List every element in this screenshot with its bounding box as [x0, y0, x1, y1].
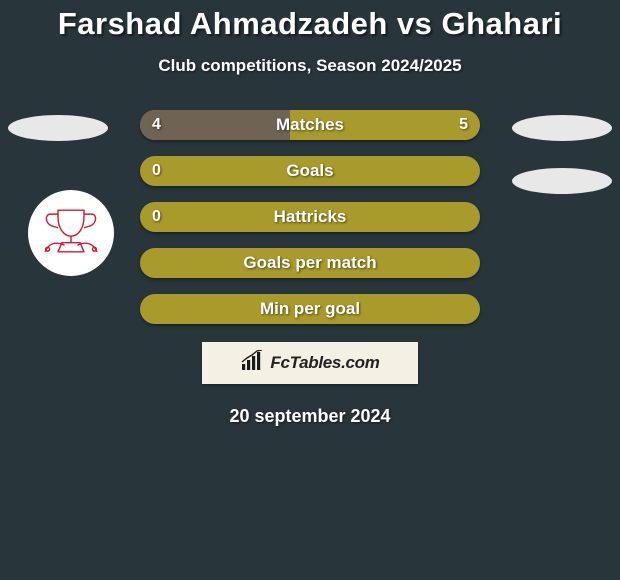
snapshot-date: 20 september 2024	[0, 406, 620, 427]
club-logo-left	[28, 190, 114, 276]
stat-bar: Min per goal	[140, 294, 480, 324]
brand-box: FcTables.com	[202, 342, 418, 384]
trophy-icon	[38, 205, 104, 262]
stat-bar-value-left: 4	[152, 110, 161, 140]
stat-bar: Goals per match	[140, 248, 480, 278]
bar-chart-icon	[240, 350, 264, 377]
player-right-badge-2	[512, 168, 612, 194]
stat-bar: Goals0	[140, 156, 480, 186]
stat-bar-value-left: 0	[152, 202, 161, 232]
comparison-subtitle: Club competitions, Season 2024/2025	[0, 56, 620, 76]
stat-bar: Matches45	[140, 110, 480, 140]
brand-text: FcTables.com	[270, 353, 379, 373]
comparison-title: Farshad Ahmadzadeh vs Ghahari	[0, 0, 620, 42]
player-left-badge-1	[8, 115, 108, 141]
stat-bar: Hattricks0	[140, 202, 480, 232]
stat-bar-value-left: 0	[152, 156, 161, 186]
player-right-badge-1	[512, 115, 612, 141]
stat-bars: Matches45Goals0Hattricks0Goals per match…	[140, 110, 480, 340]
stat-bar-value-right: 5	[459, 110, 468, 140]
